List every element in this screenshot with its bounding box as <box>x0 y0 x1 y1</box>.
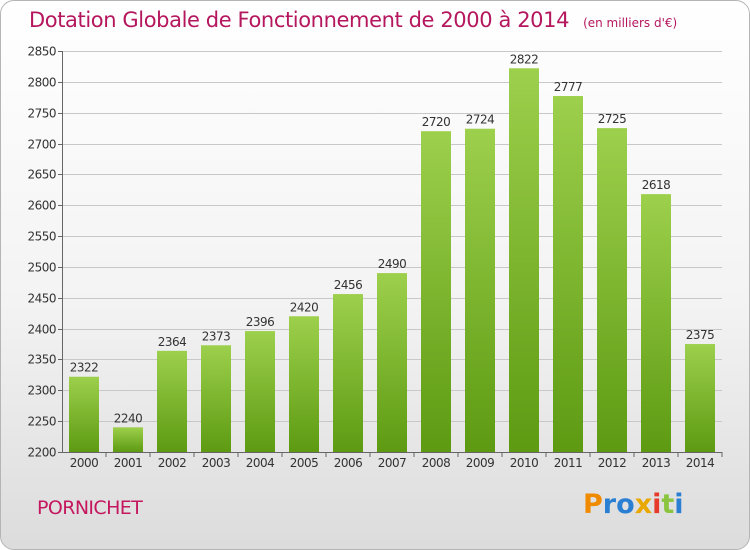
bar-2004 <box>245 331 275 452</box>
bar-2011 <box>553 96 583 452</box>
x-tick-label: 2002 <box>158 456 187 470</box>
bar-2003 <box>201 345 231 452</box>
chart-subtitle: (en milliers d'€) <box>583 16 678 30</box>
y-tick-label: 2650 <box>27 168 56 182</box>
y-tick-label: 2500 <box>27 261 56 275</box>
data-label: 2456 <box>334 278 363 292</box>
x-tick-label: 2010 <box>510 456 539 470</box>
y-tick-label: 2250 <box>27 415 56 429</box>
x-tick-label: 2004 <box>246 456 275 470</box>
bar-2009 <box>465 128 495 452</box>
logo-letter: x <box>634 489 653 520</box>
data-label: 2822 <box>510 52 539 66</box>
chart-title: Dotation Globale de Fonctionnement de 20… <box>29 8 678 32</box>
logo-letter: r <box>602 489 617 520</box>
y-tick-label: 2700 <box>27 138 56 152</box>
x-tick-label: 2013 <box>642 456 671 470</box>
bar-2014 <box>685 344 715 452</box>
bar-2005 <box>289 316 319 452</box>
data-label: 2777 <box>554 80 583 94</box>
y-tick-label: 2400 <box>27 323 56 337</box>
y-tick-label: 2850 <box>27 45 56 59</box>
town-name: PORNICHET <box>37 497 143 519</box>
y-tick-label: 2300 <box>27 384 56 398</box>
data-label: 2725 <box>598 112 627 126</box>
data-label: 2322 <box>70 361 99 375</box>
logo-letter: t <box>661 489 675 520</box>
y-tick-label: 2350 <box>27 353 56 367</box>
data-label: 2373 <box>202 329 231 343</box>
data-label: 2240 <box>114 411 143 425</box>
y-tick-label: 2750 <box>27 107 56 121</box>
x-tick-label: 2009 <box>466 456 495 470</box>
bar-2013 <box>641 194 671 452</box>
data-label: 2618 <box>642 178 671 192</box>
proxiti-logo: Proxiti <box>583 489 684 520</box>
bar-layer: 2322 2240 2364 2373 2396 2420 2456 2490 2720 2724… <box>69 52 715 452</box>
bar-2012 <box>597 128 627 452</box>
x-tick-label: 2008 <box>422 456 451 470</box>
x-tick-label: 2014 <box>686 456 715 470</box>
data-label: 2490 <box>378 257 407 271</box>
data-label: 2720 <box>422 115 451 129</box>
logo-letter: i <box>674 489 684 520</box>
data-label: 2364 <box>158 335 187 349</box>
y-tick-label: 2800 <box>27 76 56 90</box>
y-tick-label: 2200 <box>27 446 56 460</box>
bar-2010 <box>509 68 539 452</box>
y-tick-label: 2600 <box>27 199 56 213</box>
bar-2000 <box>69 376 99 452</box>
x-tick-label: 2006 <box>334 456 363 470</box>
x-tick-label: 2003 <box>202 456 231 470</box>
bar-2007 <box>377 273 407 452</box>
x-tick-label: 2007 <box>378 456 407 470</box>
logo-letter: o <box>616 489 635 520</box>
bar-2008 <box>421 131 451 452</box>
y-tick-label: 2550 <box>27 230 56 244</box>
y-tick-label: 2450 <box>27 292 56 306</box>
data-label: 2396 <box>246 315 275 329</box>
data-label: 2420 <box>290 300 319 314</box>
bar-2002 <box>157 350 187 452</box>
bar-2001 <box>113 427 143 452</box>
x-tick-label: 2005 <box>290 456 319 470</box>
logo-letter: P <box>583 489 603 520</box>
x-tick-label: 2011 <box>554 456 583 470</box>
data-label: 2724 <box>466 113 495 127</box>
x-tick-label: 2001 <box>114 456 143 470</box>
data-label: 2375 <box>686 328 715 342</box>
bar-2006 <box>333 294 363 452</box>
axis-layer: 2200 2250 2300 2350 2400 2450 2500 2550 2600 2650… <box>27 45 723 470</box>
logo-letter: i <box>652 489 662 520</box>
x-tick-label: 2012 <box>598 456 627 470</box>
x-tick-label: 2000 <box>70 456 99 470</box>
